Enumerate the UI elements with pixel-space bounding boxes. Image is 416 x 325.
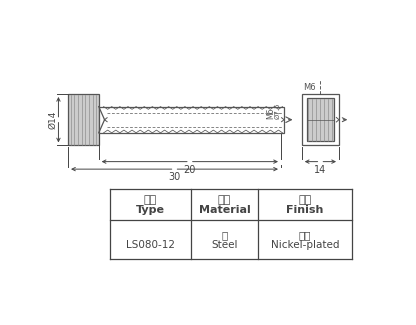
Text: Type: Type [136, 205, 165, 215]
Text: 型號: 型號 [144, 195, 157, 205]
Text: 銅: 銅 [221, 230, 228, 240]
Text: Steel: Steel [211, 240, 238, 250]
Text: Material: Material [198, 205, 250, 215]
Bar [302, 94, 339, 145]
Text: 材料: 材料 [218, 195, 231, 205]
Bar [99, 107, 284, 133]
Text: LS080-12: LS080-12 [126, 240, 175, 250]
Text: 20: 20 [183, 165, 196, 175]
Text: 14: 14 [314, 165, 327, 175]
Text: Ø7.5: Ø7.5 [274, 102, 280, 119]
Text: 30: 30 [168, 172, 181, 182]
Text: Finish: Finish [286, 205, 324, 215]
Text: M6: M6 [266, 108, 275, 119]
Text: Ø14: Ø14 [48, 111, 57, 129]
Bar [307, 98, 334, 141]
Text: M6: M6 [304, 83, 316, 92]
Text: 錢鎮: 錢鎮 [299, 230, 311, 240]
Bar [68, 94, 99, 145]
Text: 表面: 表面 [298, 195, 312, 205]
Text: Nickel-plated: Nickel-plated [271, 240, 339, 250]
